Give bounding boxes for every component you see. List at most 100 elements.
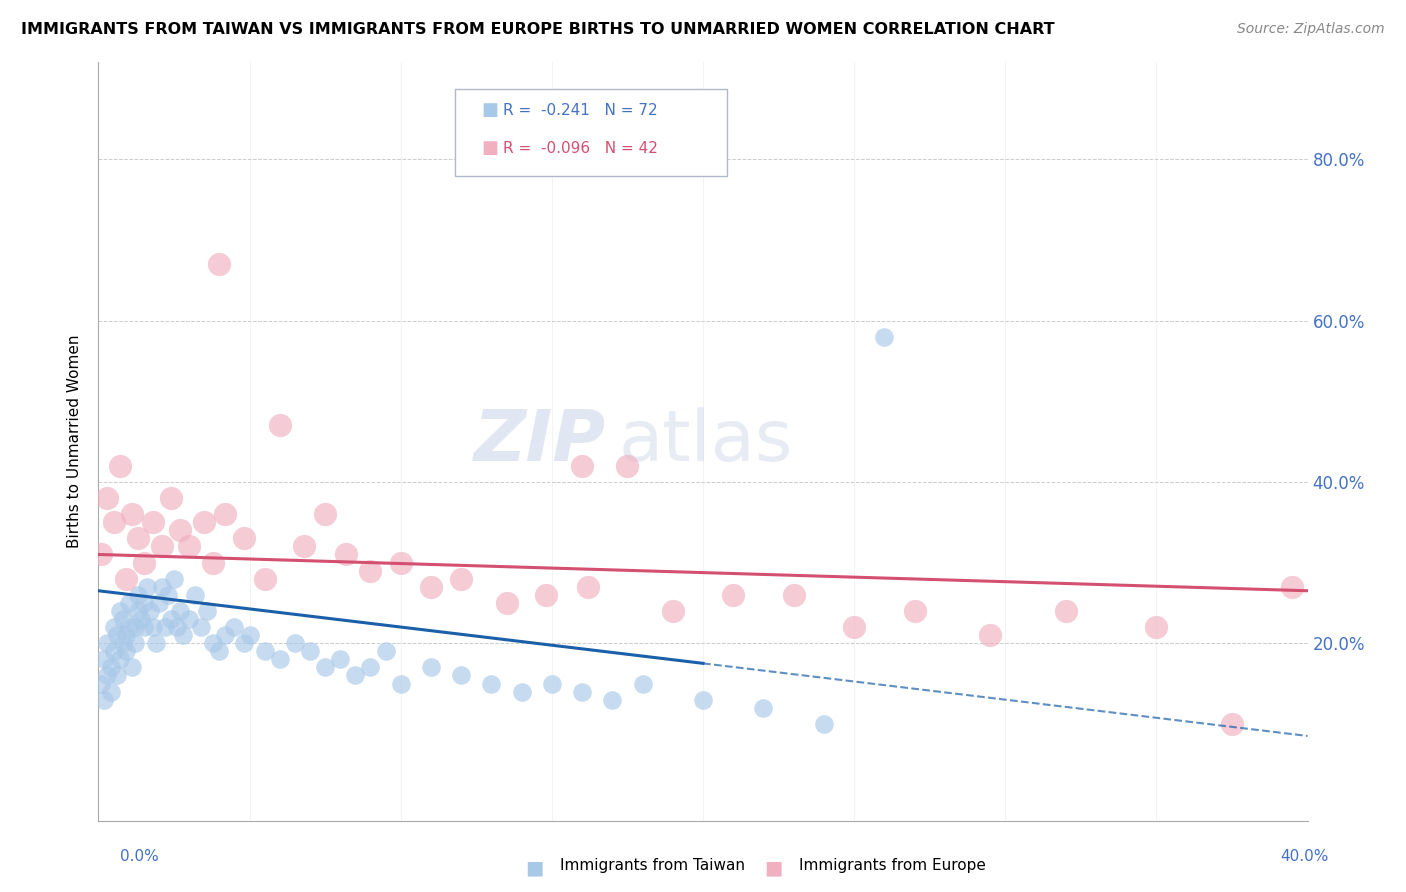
- Point: [103, 644, 125, 658]
- Point: [904, 604, 927, 618]
- Point: [156, 588, 179, 602]
- Y-axis label: Births to Unmarried Women: Births to Unmarried Women: [66, 334, 82, 549]
- Point: [96, 491, 118, 505]
- Point: [166, 620, 188, 634]
- Point: [202, 556, 225, 570]
- Point: [111, 612, 134, 626]
- Point: [129, 612, 152, 626]
- Point: [329, 652, 352, 666]
- Point: [121, 660, 143, 674]
- Point: [160, 491, 183, 505]
- Point: [169, 604, 191, 618]
- Point: [1144, 620, 1167, 634]
- Point: [105, 628, 128, 642]
- Point: [127, 588, 149, 602]
- Point: [190, 620, 212, 634]
- Point: [96, 668, 118, 682]
- Point: [114, 644, 136, 658]
- Point: [979, 628, 1001, 642]
- Point: [389, 676, 412, 690]
- Point: [813, 716, 835, 731]
- Point: [576, 580, 599, 594]
- Point: [124, 620, 146, 634]
- Point: [269, 418, 291, 433]
- Point: [179, 540, 201, 554]
- Point: [1054, 604, 1077, 618]
- Point: [93, 652, 115, 666]
- Point: [661, 604, 683, 618]
- Text: Source: ZipAtlas.com: Source: ZipAtlas.com: [1237, 22, 1385, 37]
- Point: [389, 556, 412, 570]
- Text: 40.0%: 40.0%: [1281, 849, 1329, 864]
- Point: [335, 548, 357, 562]
- Point: [160, 612, 183, 626]
- Point: [420, 580, 443, 594]
- Point: [150, 580, 173, 594]
- Text: atlas: atlas: [619, 407, 793, 476]
- Point: [142, 620, 165, 634]
- Text: ■: ■: [763, 858, 783, 877]
- Point: [114, 572, 136, 586]
- Point: [142, 515, 165, 529]
- Point: [360, 660, 382, 674]
- Text: R =  -0.096   N = 42: R = -0.096 N = 42: [503, 141, 658, 155]
- Point: [179, 612, 201, 626]
- Point: [534, 588, 557, 602]
- Point: [540, 676, 562, 690]
- Point: [135, 580, 157, 594]
- Point: [314, 660, 336, 674]
- Point: [239, 628, 262, 642]
- Point: [132, 620, 155, 634]
- Point: [90, 676, 112, 690]
- Point: [450, 668, 472, 682]
- Point: [224, 620, 246, 634]
- Point: [450, 572, 472, 586]
- Point: [90, 548, 112, 562]
- Point: [93, 692, 115, 706]
- Point: [571, 458, 593, 473]
- Point: [299, 644, 322, 658]
- Point: [292, 540, 315, 554]
- Text: ZIP: ZIP: [474, 407, 606, 476]
- Point: [723, 588, 745, 602]
- Point: [232, 532, 254, 546]
- Point: [344, 668, 367, 682]
- Text: Immigrants from Europe: Immigrants from Europe: [799, 858, 986, 873]
- Point: [510, 684, 533, 698]
- Point: [284, 636, 307, 650]
- Point: [232, 636, 254, 650]
- Point: [108, 604, 131, 618]
- FancyBboxPatch shape: [456, 89, 727, 177]
- Point: [1281, 580, 1303, 594]
- Text: ■: ■: [482, 139, 499, 157]
- Point: [374, 644, 396, 658]
- Point: [145, 636, 167, 650]
- Point: [571, 684, 593, 698]
- Point: [132, 596, 155, 610]
- Point: [139, 604, 162, 618]
- Point: [127, 532, 149, 546]
- Point: [214, 628, 236, 642]
- Point: [108, 652, 131, 666]
- Point: [118, 596, 141, 610]
- Point: [118, 620, 141, 634]
- Point: [253, 572, 276, 586]
- Point: [193, 515, 215, 529]
- Point: [202, 636, 225, 650]
- Text: R =  -0.241   N = 72: R = -0.241 N = 72: [503, 103, 658, 118]
- Point: [150, 540, 173, 554]
- Text: ■: ■: [482, 101, 499, 120]
- Point: [132, 556, 155, 570]
- Text: IMMIGRANTS FROM TAIWAN VS IMMIGRANTS FROM EUROPE BIRTHS TO UNMARRIED WOMEN CORRE: IMMIGRANTS FROM TAIWAN VS IMMIGRANTS FRO…: [21, 22, 1054, 37]
- Point: [692, 692, 714, 706]
- Point: [253, 644, 276, 658]
- Point: [752, 700, 775, 714]
- Point: [873, 329, 896, 343]
- Point: [127, 604, 149, 618]
- Point: [100, 684, 122, 698]
- Point: [269, 652, 291, 666]
- Point: [1220, 716, 1243, 731]
- Point: [208, 644, 231, 658]
- Point: [121, 507, 143, 521]
- Point: [631, 676, 654, 690]
